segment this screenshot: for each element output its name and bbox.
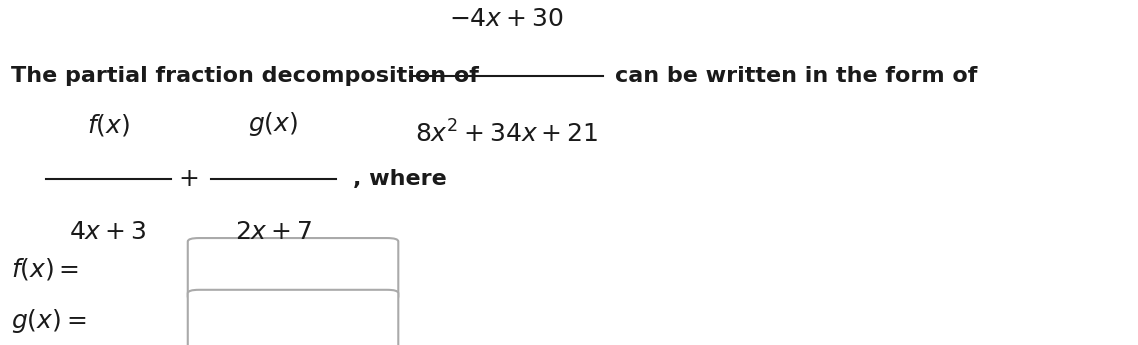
Text: $g(x)$: $g(x)$ (248, 110, 298, 138)
Text: $+$: $+$ (178, 168, 198, 191)
Text: , where: , where (353, 169, 446, 189)
Text: $f(x)$: $f(x)$ (86, 112, 130, 138)
Text: $8x^2 + 34x + 21$: $8x^2 + 34x + 21$ (415, 121, 597, 148)
Text: $-4x + 30$: $-4x + 30$ (450, 8, 563, 31)
Text: $f(x) =$: $f(x) =$ (11, 256, 80, 282)
Text: can be written in the form of: can be written in the form of (615, 66, 976, 86)
FancyBboxPatch shape (188, 290, 398, 345)
Text: $g(x) =$: $g(x) =$ (11, 307, 86, 335)
FancyBboxPatch shape (188, 238, 398, 300)
Text: The partial fraction decomposition of: The partial fraction decomposition of (11, 66, 479, 86)
Text: $2x + 7$: $2x + 7$ (234, 221, 312, 244)
Text: $4x + 3$: $4x + 3$ (69, 221, 147, 244)
